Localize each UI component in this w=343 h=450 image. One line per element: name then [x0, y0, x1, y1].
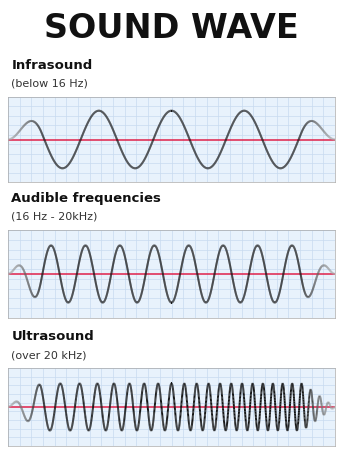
Text: Infrasound: Infrasound: [11, 59, 93, 72]
Text: (below 16 Hz): (below 16 Hz): [11, 79, 88, 89]
Text: (16 Hz - 20kHz): (16 Hz - 20kHz): [11, 212, 98, 222]
Text: (over 20 kHz): (over 20 kHz): [11, 350, 87, 360]
Text: Ultrasound: Ultrasound: [11, 330, 94, 343]
Text: Audible frequencies: Audible frequencies: [11, 192, 161, 205]
Text: SOUND WAVE: SOUND WAVE: [44, 12, 299, 45]
